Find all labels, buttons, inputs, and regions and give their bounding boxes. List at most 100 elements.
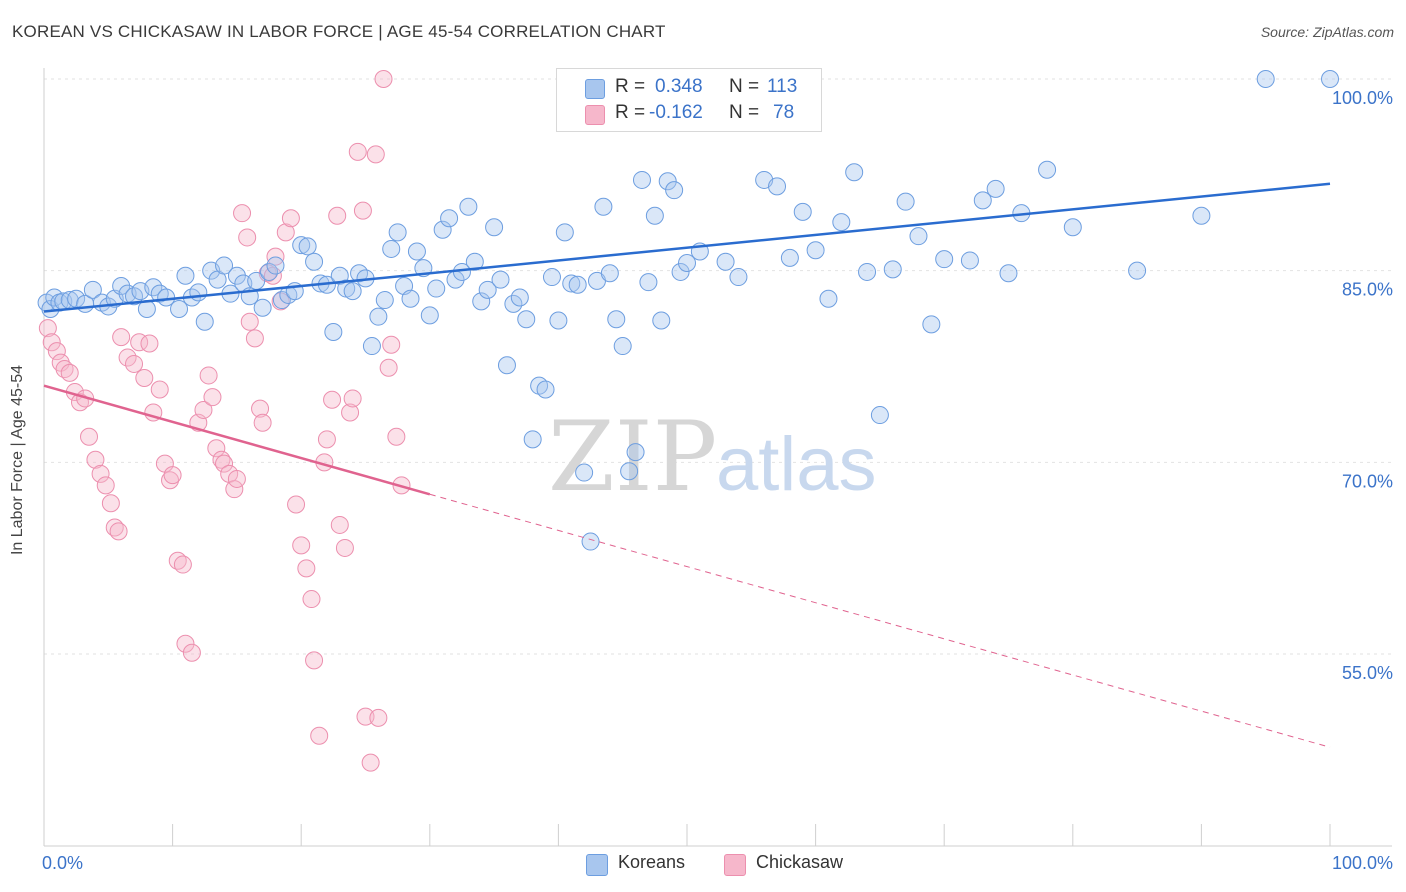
chickasaw-point: [287, 495, 306, 514]
koreans-point: [909, 227, 928, 246]
chickasaw-point: [101, 494, 120, 513]
koreans-point: [433, 220, 452, 239]
koreans-point: [504, 294, 523, 313]
koreans-point: [266, 256, 285, 275]
koreans-point: [652, 311, 671, 330]
koreans-point: [478, 280, 497, 299]
chickasaw-point: [366, 145, 385, 164]
koreans-point: [324, 323, 343, 341]
chickasaw-point: [118, 348, 137, 367]
koreans-point: [292, 236, 311, 255]
chickasaw-point: [203, 388, 222, 407]
chickasaw-point: [125, 354, 144, 373]
koreans-point: [260, 262, 279, 281]
koreans-point: [1192, 206, 1211, 225]
koreans-point: [375, 291, 394, 310]
koreans-point: [401, 289, 420, 308]
chickasaw-point: [369, 708, 388, 727]
chickasaw-n-value: 78: [773, 102, 795, 123]
chickasaw-point: [182, 643, 201, 662]
koreans-point: [536, 380, 555, 399]
chickasaw-point: [302, 590, 321, 609]
chickasaw-point: [323, 390, 342, 409]
chickasaw-n-label: N =: [729, 102, 760, 123]
y-tick-label: 100.0%: [1332, 88, 1393, 108]
legend-chickasaw-swatch: [724, 854, 746, 876]
chickasaw-point: [292, 536, 311, 555]
chickasaw-point: [328, 206, 347, 225]
koreans-point: [343, 282, 362, 301]
koreans-point: [568, 275, 587, 294]
chickasaw-point: [233, 204, 252, 223]
chickasaw-swatch: [585, 105, 605, 125]
koreans-point: [407, 242, 426, 261]
koreans-point: [472, 292, 491, 311]
koreans-point: [144, 278, 163, 297]
koreans-point: [935, 250, 954, 269]
trend-lines: [43, 182, 1331, 748]
chickasaw-point: [330, 515, 349, 534]
koreans-point: [575, 463, 594, 482]
source-label: Source:: [1260, 24, 1310, 40]
koreans-point: [613, 337, 632, 356]
chickasaw-point: [60, 363, 79, 382]
chickasaw-point: [317, 430, 336, 449]
koreans-point: [780, 248, 799, 267]
chickasaw-point: [271, 292, 290, 311]
koreans-point: [170, 300, 189, 318]
koreans-point: [555, 223, 574, 242]
koreans-point: [645, 206, 664, 225]
koreans-point: [665, 181, 684, 200]
chickasaw-point: [276, 223, 295, 242]
x-tick-label-end: 100.0%: [1332, 853, 1393, 873]
axes: [43, 68, 1392, 847]
koreans-point: [189, 283, 208, 302]
koreans-point: [45, 288, 64, 307]
koreans-point: [1321, 70, 1339, 88]
chickasaw-point: [343, 389, 362, 408]
grid: [44, 78, 1392, 655]
koreans-n-value: 113: [767, 76, 798, 97]
chickasaw-point: [80, 427, 99, 446]
koreans-point: [600, 264, 619, 283]
koreans-point: [440, 209, 459, 228]
source-note: Source: ZipAtlas.com: [1261, 24, 1394, 40]
koreans-point: [620, 462, 639, 481]
chickasaw-point: [176, 634, 195, 653]
chickasaw-point: [150, 380, 169, 399]
koreans-point: [896, 192, 915, 211]
koreans-point: [362, 337, 381, 356]
koreans-points: [37, 70, 1339, 551]
koreans-point: [819, 289, 838, 308]
chickasaw-point: [109, 522, 128, 541]
watermark: ZIP atlas: [548, 401, 877, 513]
koreans-point: [112, 277, 131, 295]
chickasaw-point: [38, 319, 57, 338]
chickasaw-point: [374, 70, 393, 88]
koreans-point: [83, 280, 102, 299]
koreans-point: [973, 191, 992, 210]
koreans-point: [517, 310, 536, 329]
chickasaw-point: [240, 312, 259, 331]
koreans-point: [459, 197, 478, 216]
koreans-point: [382, 239, 401, 258]
koreans-point: [420, 306, 439, 325]
koreans-point: [632, 170, 651, 189]
legend-koreans-label: Koreans: [618, 852, 686, 872]
koreans-point: [215, 256, 234, 275]
chickasaw-point: [335, 538, 354, 557]
koreans-point: [549, 311, 568, 330]
chickasaw-trend-extension: [429, 493, 1331, 748]
y-tick-label: 55.0%: [1342, 663, 1393, 683]
koreans-point: [639, 273, 658, 292]
koreans-point: [491, 270, 510, 289]
chickasaw-point: [91, 464, 110, 483]
koreans-point: [806, 241, 825, 260]
koreans-point: [510, 288, 529, 307]
chickasaw-point: [227, 469, 246, 488]
chickasaw-point: [356, 707, 375, 726]
koreans-point: [678, 254, 696, 272]
koreans-r-label: R =: [615, 76, 646, 97]
koreans-point: [369, 307, 388, 326]
chickasaw-point: [379, 358, 398, 377]
